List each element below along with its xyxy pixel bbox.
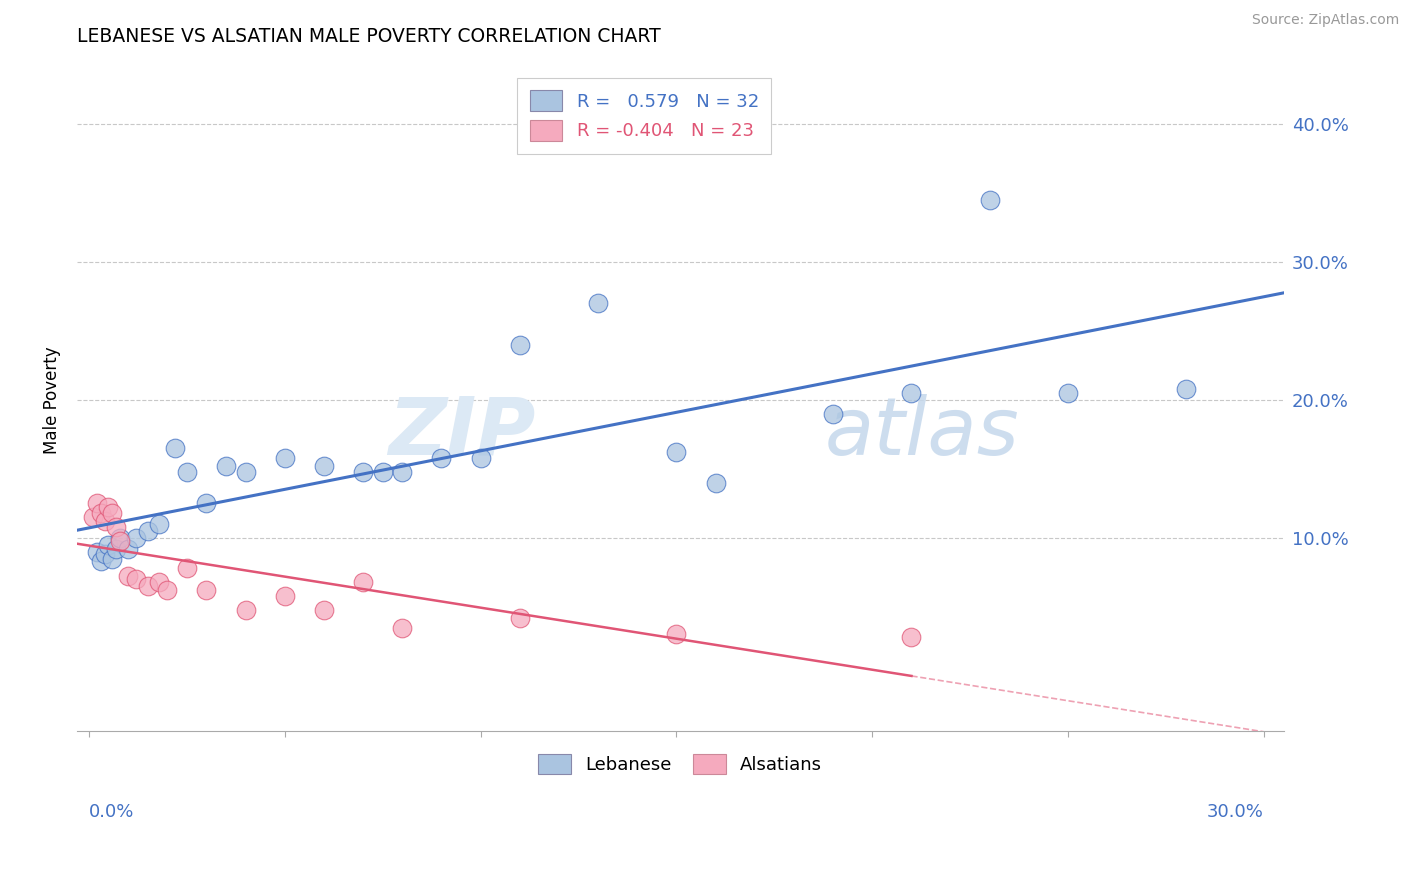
Point [391,621,413,635]
Point [125,531,148,545]
Point [90,506,112,520]
Point [665,445,688,459]
Point [273,589,295,603]
Point [97,538,120,552]
Point [900,630,922,644]
Text: 30.0%: 30.0% [1208,803,1264,821]
Point [136,524,159,538]
Point [105,541,128,556]
Point [117,569,139,583]
Point [117,541,139,556]
Point [163,441,186,455]
Point [430,450,453,465]
Text: atlas: atlas [825,394,1019,472]
Point [979,193,1001,207]
Point [195,496,218,510]
Point [148,574,170,589]
Point [108,533,131,548]
Point [105,520,128,534]
Y-axis label: Male Poverty: Male Poverty [44,346,60,454]
Point [312,458,335,473]
Point [823,407,845,421]
Point [586,296,609,310]
Point [176,465,198,479]
Point [97,500,120,515]
Point [665,627,688,641]
Point [156,583,179,598]
Legend: Lebanese, Alsatians: Lebanese, Alsatians [531,747,830,781]
Point [86,496,108,510]
Point [704,475,727,490]
Text: Source: ZipAtlas.com: Source: ZipAtlas.com [1251,13,1399,28]
Text: LEBANESE VS ALSATIAN MALE POVERTY CORRELATION CHART: LEBANESE VS ALSATIAN MALE POVERTY CORREL… [77,27,661,45]
Text: ZIP: ZIP [388,394,536,472]
Point [90,554,112,568]
Point [312,602,335,616]
Point [82,510,104,524]
Point [509,337,531,351]
Point [235,465,257,479]
Point [273,450,295,465]
Point [371,465,394,479]
Point [86,544,108,558]
Point [470,450,492,465]
Point [1057,385,1080,400]
Point [352,465,374,479]
Point [235,602,257,616]
Point [101,506,124,520]
Point [391,465,413,479]
Point [93,514,115,528]
Point [900,385,922,400]
Point [1174,382,1197,396]
Point [108,531,131,545]
Point [125,572,148,586]
Point [101,551,124,566]
Point [93,548,115,562]
Point [195,583,218,598]
Point [148,516,170,531]
Text: 0.0%: 0.0% [89,803,134,821]
Point [352,574,374,589]
Point [509,611,531,625]
Point [136,579,159,593]
Point [215,458,238,473]
Point [176,561,198,575]
